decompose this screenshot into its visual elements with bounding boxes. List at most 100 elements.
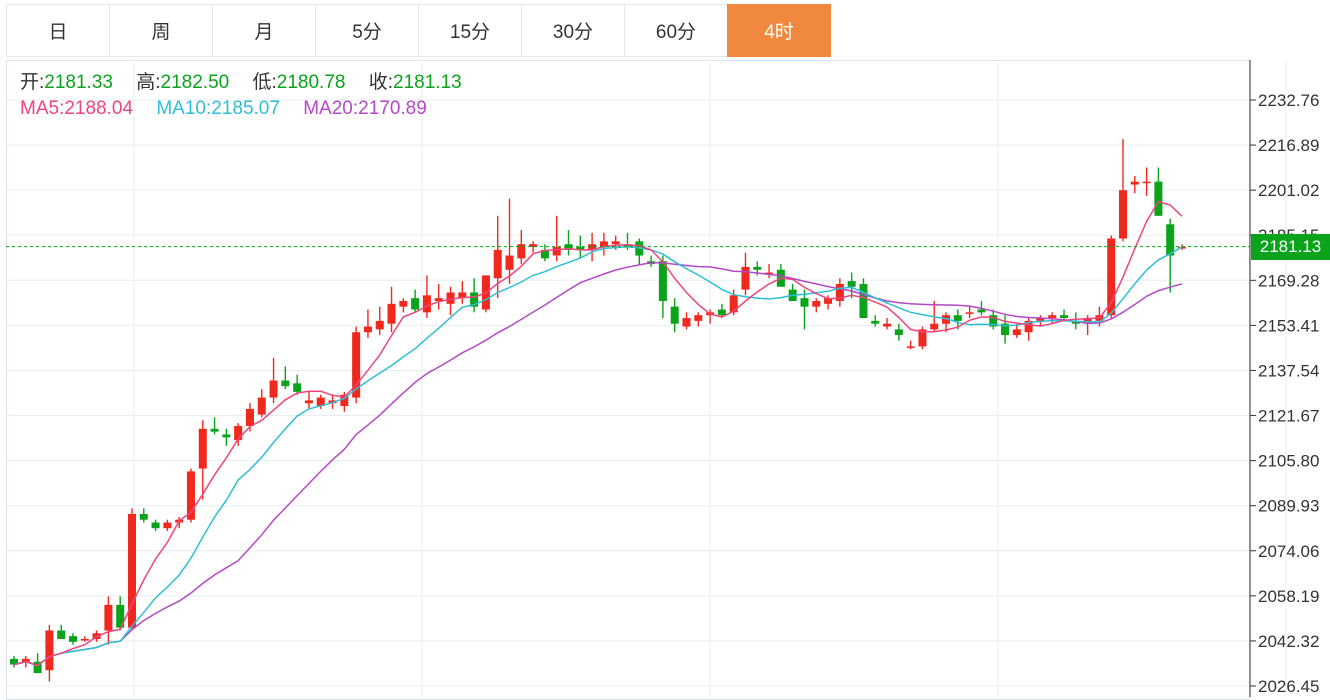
candle-down [977,309,986,313]
candle-up [1012,329,1021,336]
candle-down [540,249,549,259]
ohlc-row: 开:2181.33 高:2182.50 低:2180.78 收:2181.13 [20,70,462,96]
tab-60min[interactable]: 60分 [624,4,728,57]
candle-up [304,400,313,404]
candle-up [588,244,597,250]
candle-down [564,244,573,250]
candle-up [729,295,738,313]
ma10-line [13,245,1183,667]
candle-up [80,638,89,641]
close-label: 收: [368,72,394,93]
candle-up [682,318,691,327]
y-tick-label: 2169.28 [1258,271,1319,290]
y-tick-label: 2105.80 [1258,452,1319,471]
candle-up [906,346,915,348]
candle-down [623,244,632,248]
ma5-value: 2188.04 [64,98,134,119]
candle-down [658,261,667,301]
candle-down [116,604,125,628]
candle-up [883,323,892,327]
candle-down [210,428,219,432]
candle-up [198,428,207,469]
candle-up [529,244,538,248]
y-tick-label: 2089.93 [1258,497,1319,516]
candle-up [340,394,349,407]
ma20-label: MA20: [303,98,359,119]
candle-up [21,658,30,662]
tab-30min[interactable]: 30分 [521,4,625,57]
y-tick-label: 2058.19 [1258,587,1319,606]
ohlc-info: 开:2181.33 高:2182.50 低:2180.78 收:2181.13 … [20,70,462,122]
candle-up [234,425,243,441]
candle-down [894,329,903,336]
period-tabs: 日 周 月 5分 15分 30分 60分 4时 [6,4,831,57]
tab-day[interactable]: 日 [6,4,110,57]
candle-up [434,298,443,301]
candle-up [824,298,833,304]
ma20-line [13,261,1183,667]
candle-down [1154,181,1163,216]
candle-up [599,241,608,248]
candle-down [293,383,302,392]
candle-up [1083,318,1092,324]
candle-down [953,315,962,321]
candle-up [493,249,502,279]
candle-down [1060,315,1069,319]
candle-up [942,315,951,324]
candle-up [517,244,526,259]
candle-up [257,397,266,415]
candle-down [68,636,78,642]
candle-up [812,300,821,307]
candle-up [352,332,361,398]
candle-down [411,298,420,310]
ma5-label: MA5: [20,98,65,119]
tab-week[interactable]: 周 [109,4,213,57]
open-label: 开: [20,72,45,93]
candle-up [965,312,974,314]
candle-up [1107,238,1116,316]
candle-down [800,298,809,307]
candle-down [9,658,19,665]
ma5-line [13,200,1183,667]
ma10-value: 2185.07 [211,98,280,119]
candle-down [139,514,148,520]
candle-up [1036,318,1045,321]
candle-up [741,266,750,290]
candle-up [245,408,254,426]
candle-up [186,471,195,520]
candle-up [1142,181,1151,184]
high-label: 高: [136,72,161,93]
candle-up [1024,320,1033,333]
ma10-label: MA10: [156,98,212,119]
candle-up [446,292,455,304]
low-value: 2180.78 [276,72,346,93]
tab-month[interactable]: 月 [212,4,316,57]
ma20-value: 2170.89 [358,98,427,119]
candle-down [717,309,726,316]
candle-down [859,283,868,319]
y-tick-label: 2153.41 [1258,316,1319,335]
last-price-tag: 2181.13 [1251,233,1330,260]
candle-down [871,320,880,324]
y-tick-label: 2042.32 [1258,632,1319,651]
candle-down [670,306,679,324]
candle-up [918,329,927,347]
candle-up [127,514,136,628]
candle-up [399,300,408,307]
candle-up [375,320,384,330]
open-value: 2181.33 [44,72,113,93]
candle-up [1177,247,1187,249]
candle-down [57,630,66,639]
tab-4hour[interactable]: 4时 [727,4,831,57]
tab-5min[interactable]: 5分 [315,4,419,57]
candle-up [1130,181,1139,185]
y-tick-label: 2216.89 [1258,136,1319,155]
candle-up [930,323,939,330]
candle-up [387,303,396,324]
candle-up [422,295,431,313]
y-tick-label: 2074.06 [1258,542,1319,561]
tab-15min[interactable]: 15分 [418,4,522,57]
candle-down [151,522,160,529]
candle-up [458,292,467,299]
